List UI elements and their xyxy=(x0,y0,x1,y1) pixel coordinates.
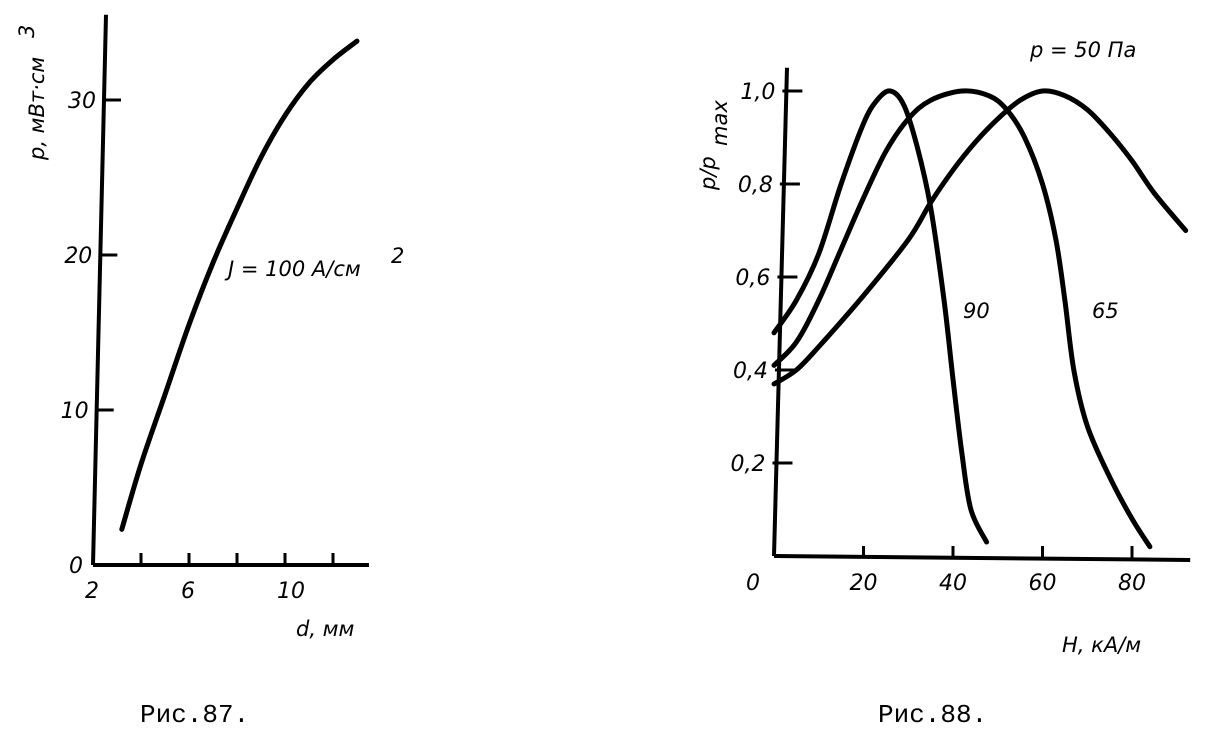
y-axis xyxy=(772,67,789,557)
y-tick-label: 10 xyxy=(61,399,89,424)
series-label-50: p = 50 Па xyxy=(1029,38,1136,62)
y-axis-label: p/p xyxy=(696,156,720,191)
y-axis-label-sub: max xyxy=(708,100,732,146)
y-axis-label-group: p/p max xyxy=(696,100,732,191)
curve-annotation-sup: 2 xyxy=(391,244,404,268)
series-label-90: 90 xyxy=(963,299,990,323)
series-label-65: 65 xyxy=(1092,299,1119,323)
x-axis xyxy=(773,554,1191,562)
y-tick-label: 0,4 xyxy=(733,359,768,384)
x-tick-label: 40 xyxy=(939,571,967,596)
y-tick-label: 0,6 xyxy=(735,266,770,291)
y-tick-label: 0 xyxy=(69,554,83,579)
y-axis-label: p, мВт·см xyxy=(25,57,49,161)
figure-caption: Рис.87. xyxy=(140,700,249,730)
series-line-2 xyxy=(771,88,1189,387)
x-tick-label: 60 xyxy=(1029,571,1057,596)
x-axis-label: d, мм xyxy=(296,617,355,641)
x-tick-label: 6 xyxy=(181,579,195,604)
y-tick-label: 30 xyxy=(68,89,96,114)
x-tick-label: 20 xyxy=(850,571,878,596)
y-axis-label-group: p, мВт·см 3 xyxy=(15,25,49,161)
y-tick-label: 1,0 xyxy=(740,80,775,105)
x-tick-label: 80 xyxy=(1118,571,1146,596)
y-axis-label-sup: 3 xyxy=(15,25,39,38)
series-line-1 xyxy=(771,88,1153,550)
y-tick-label: 20 xyxy=(64,244,92,269)
series-line-0 xyxy=(771,88,990,545)
x-tick-label: 2 xyxy=(85,579,99,604)
x-tick-label: 0 xyxy=(746,571,760,596)
x-tick-label: 10 xyxy=(277,579,305,604)
y-tick-label: 0,8 xyxy=(738,173,773,198)
x-axis-label: H, кА/м xyxy=(1062,633,1141,657)
curve-annotation: J = 100 A/см xyxy=(224,257,361,281)
series-line xyxy=(119,38,360,532)
y-axis xyxy=(91,14,108,566)
y-tick-label: 0,2 xyxy=(730,452,765,477)
figure-caption: Рис.88. xyxy=(878,700,987,730)
